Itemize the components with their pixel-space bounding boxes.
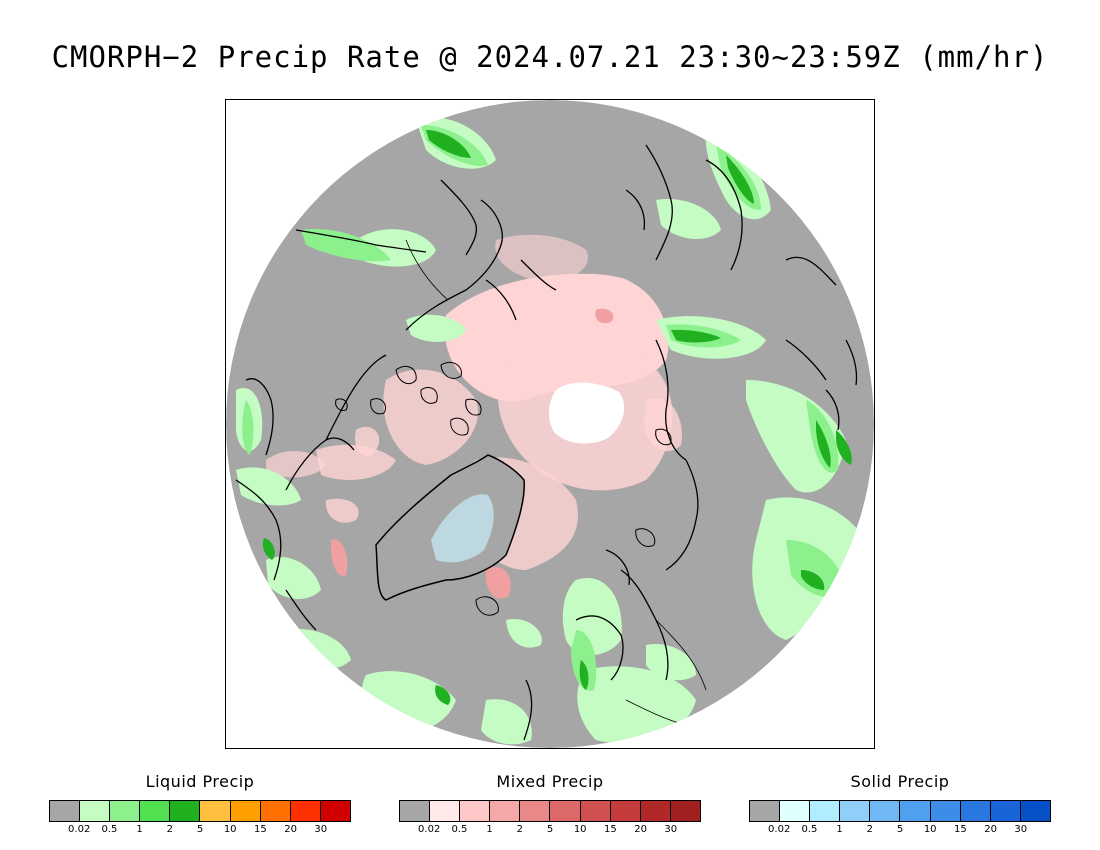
color-swatch: [810, 801, 841, 821]
color-swatch: [490, 801, 521, 821]
missing-data-pole: [548, 382, 625, 444]
color-swatch: [170, 801, 201, 821]
color-swatch: [80, 801, 111, 821]
tick-label: 10: [573, 824, 587, 835]
map-title: CMORPH−2 Precip Rate @ 2024.07.21 23:30~…: [51, 40, 1049, 74]
tick-label: 20: [984, 824, 997, 835]
tick-labels: 0.02 0.5 1 2 5 10 15 20 30: [49, 822, 351, 836]
tick-label: 0.02: [68, 824, 91, 835]
tick-label: 15: [604, 824, 617, 835]
legend-title: Mixed Precip: [496, 772, 604, 791]
color-scale: [49, 800, 351, 822]
color-swatch: [460, 801, 491, 821]
tick-label: 1: [486, 824, 493, 835]
tick-labels: 0.02 0.5 1 2 5 10 15 20 30: [749, 822, 1051, 836]
tick-label: 0.5: [451, 824, 468, 835]
mixed-precip-moderate: [330, 308, 614, 599]
tick-label: 0.02: [768, 824, 791, 835]
tick-label: 20: [284, 824, 297, 835]
color-swatch: [670, 801, 700, 821]
tick-label: 5: [196, 824, 204, 835]
legend-mixed: Mixed Precip 0.02 0.5 1 2 5 10 15 20 30: [399, 772, 701, 836]
color-swatch: [520, 801, 551, 821]
color-swatch: [400, 801, 431, 821]
color-scale: [399, 800, 701, 822]
color-swatch: [960, 801, 991, 821]
tick-label: 30: [1014, 824, 1028, 835]
color-swatch: [200, 801, 231, 821]
color-swatch: [550, 801, 581, 821]
color-swatch: [50, 801, 81, 821]
tick-label: 30: [664, 824, 678, 835]
tick-label: 5: [896, 824, 904, 835]
color-swatch: [640, 801, 671, 821]
tick-label: 2: [866, 824, 873, 835]
color-swatch: [1020, 801, 1050, 821]
tick-label: 10: [223, 824, 237, 835]
tick-label: 0.02: [418, 824, 441, 835]
color-swatch: [990, 801, 1021, 821]
tick-label: 5: [546, 824, 554, 835]
tick-label: 0.5: [801, 824, 818, 835]
liquid-precip-heavy: [262, 130, 852, 705]
color-swatch: [580, 801, 611, 821]
color-swatch: [840, 801, 871, 821]
polar-precip-map: [226, 100, 874, 748]
color-swatch: [900, 801, 931, 821]
color-swatch: [110, 801, 141, 821]
tick-label: 2: [166, 824, 173, 835]
tick-label: 10: [923, 824, 937, 835]
color-scale: [749, 800, 1051, 822]
tick-label: 1: [836, 824, 843, 835]
tick-label: 1: [136, 824, 143, 835]
color-swatch: [230, 801, 261, 821]
mixed-precip-areas: [266, 234, 682, 570]
map-frame: [225, 99, 875, 749]
tick-label: 2: [516, 824, 523, 835]
color-swatch: [320, 801, 350, 821]
legend-solid: Solid Precip 0.02 0.5 1 2 5 10 15 20 30: [749, 772, 1051, 836]
tick-label: 0.5: [101, 824, 118, 835]
legend-title: Liquid Precip: [145, 772, 255, 791]
color-swatch: [870, 801, 901, 821]
color-swatch: [610, 801, 641, 821]
legend-liquid: Liquid Precip 0.02 0.5 1 2 5 10 15 20 30: [49, 772, 351, 836]
color-swatch: [780, 801, 811, 821]
color-swatch: [260, 801, 291, 821]
color-swatch: [430, 801, 461, 821]
tick-label: 30: [314, 824, 328, 835]
color-swatch: [140, 801, 171, 821]
color-swatch: [750, 801, 781, 821]
tick-label: 15: [254, 824, 267, 835]
color-swatch: [290, 801, 321, 821]
snow-over-greenland: [431, 494, 494, 563]
legend-title: Solid Precip: [850, 772, 950, 791]
liquid-precip-light: [236, 117, 866, 745]
tick-labels: 0.02 0.5 1 2 5 10 15 20 30: [399, 822, 701, 836]
color-swatch: [930, 801, 961, 821]
island-outlines: [335, 361, 672, 616]
coastlines: [235, 144, 858, 741]
tick-label: 20: [634, 824, 647, 835]
tick-label: 15: [954, 824, 967, 835]
